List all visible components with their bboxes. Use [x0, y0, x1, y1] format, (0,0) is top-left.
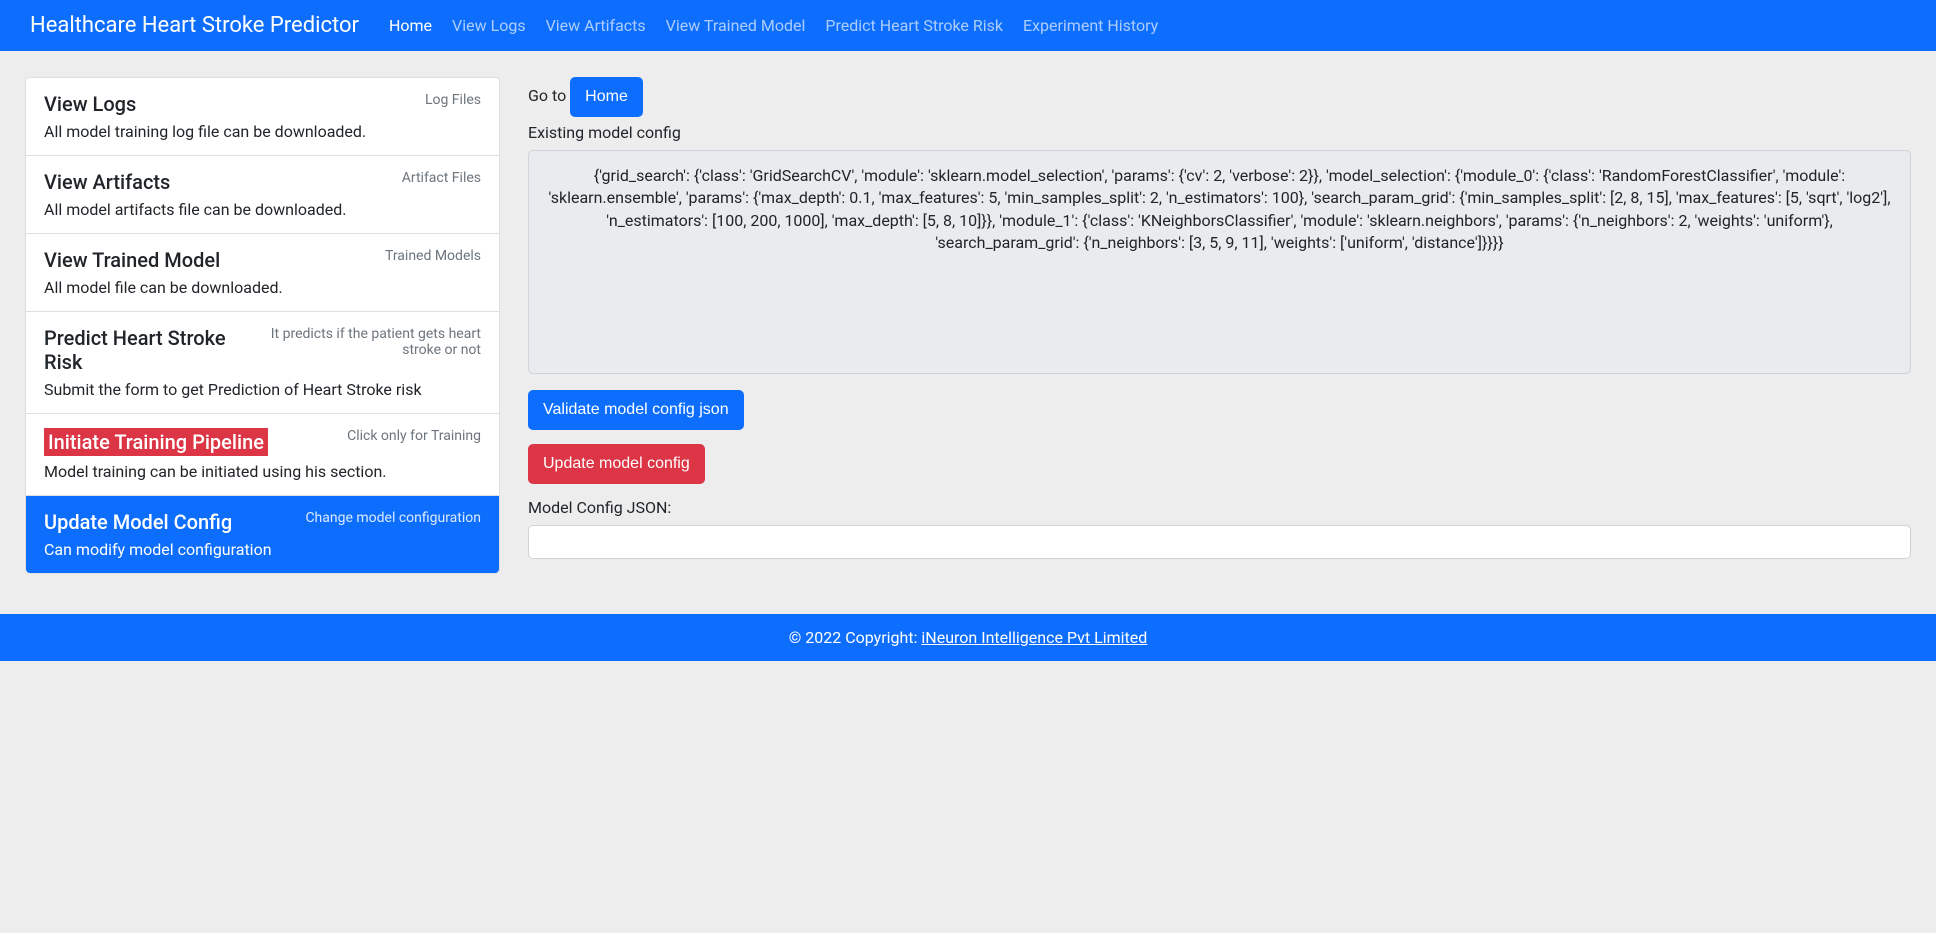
nav-link-view-trained-model[interactable]: View Trained Model [656, 12, 816, 39]
validate-config-button[interactable]: Validate model config json [528, 390, 744, 430]
list-desc: Can modify model configuration [44, 540, 481, 559]
nav-link-home[interactable]: Home [379, 12, 442, 39]
list-desc: Submit the form to get Prediction of Hea… [44, 380, 481, 399]
list-head: View Logs Log Files [44, 92, 481, 120]
list-meta: Artifact Files [402, 170, 481, 186]
sidebar-item-view-logs[interactable]: View Logs Log Files All model training l… [26, 78, 499, 156]
model-config-json-label: Model Config JSON: [528, 498, 1911, 517]
existing-config-label: Existing model config [528, 123, 1911, 142]
list-title: View Artifacts [44, 170, 170, 194]
update-config-button[interactable]: Update model config [528, 444, 705, 484]
navbar: Healthcare Heart Stroke Predictor Home V… [0, 0, 1936, 51]
list-meta: It predicts if the patient gets heart st… [251, 326, 481, 358]
list-meta: Log Files [425, 92, 481, 108]
footer-copyright: © 2022 Copyright: [789, 628, 922, 647]
list-head: View Trained Model Trained Models [44, 248, 481, 276]
highlight-badge: Initiate Training Pipeline [44, 428, 268, 456]
sidebar-item-predict-risk[interactable]: Predict Heart Stroke Risk It predicts if… [26, 312, 499, 414]
nav-link-experiment-history[interactable]: Experiment History [1013, 12, 1168, 39]
goto-label: Go to [528, 86, 570, 105]
list-title: View Logs [44, 92, 136, 116]
list-title: Predict Heart Stroke Risk [44, 326, 234, 374]
list-head: View Artifacts Artifact Files [44, 170, 481, 198]
nav-link-view-artifacts[interactable]: View Artifacts [536, 12, 656, 39]
goto-row: Go to Home [528, 77, 1911, 117]
footer: © 2022 Copyright: iNeuron Intelligence P… [0, 614, 1936, 661]
sidebar-item-view-artifacts[interactable]: View Artifacts Artifact Files All model … [26, 156, 499, 234]
nav-link-predict-risk[interactable]: Predict Heart Stroke Risk [815, 12, 1013, 39]
list-title: Initiate Training Pipeline [44, 428, 268, 456]
nav-link-view-logs[interactable]: View Logs [442, 12, 536, 39]
navbar-brand[interactable]: Healthcare Heart Stroke Predictor [30, 13, 359, 38]
list-head: Predict Heart Stroke Risk It predicts if… [44, 326, 481, 378]
main-panel: Go to Home Existing model config {'grid_… [528, 77, 1911, 574]
sidebar-item-update-model-config[interactable]: Update Model Config Change model configu… [26, 496, 499, 573]
list-title: View Trained Model [44, 248, 220, 272]
list-meta: Trained Models [385, 248, 481, 264]
footer-brand-link[interactable]: iNeuron Intelligence Pvt Limited [921, 628, 1147, 647]
list-desc: All model file can be downloaded. [44, 278, 481, 297]
list-meta: Change model configuration [305, 510, 481, 526]
list-desc: All model training log file can be downl… [44, 122, 481, 141]
goto-home-button[interactable]: Home [570, 77, 643, 117]
existing-config-textarea[interactable]: {'grid_search': {'class': 'GridSearchCV'… [528, 150, 1911, 374]
model-config-json-input[interactable] [528, 525, 1911, 559]
list-title: Update Model Config [44, 510, 232, 534]
sidebar-item-initiate-training[interactable]: Initiate Training Pipeline Click only fo… [26, 414, 499, 496]
list-desc: Model training can be initiated using hi… [44, 462, 481, 481]
config-content-text: {'grid_search': {'class': 'GridSearchCV'… [541, 161, 1898, 259]
sidebar-item-view-trained-model[interactable]: View Trained Model Trained Models All mo… [26, 234, 499, 312]
button-stack: Validate model config json Update model … [528, 390, 1911, 484]
list-desc: All model artifacts file can be download… [44, 200, 481, 219]
list-meta: Click only for Training [347, 428, 481, 444]
list-head: Initiate Training Pipeline Click only fo… [44, 428, 481, 460]
list-head: Update Model Config Change model configu… [44, 510, 481, 538]
main-container: View Logs Log Files All model training l… [0, 51, 1936, 594]
sidebar-list: View Logs Log Files All model training l… [25, 77, 500, 574]
